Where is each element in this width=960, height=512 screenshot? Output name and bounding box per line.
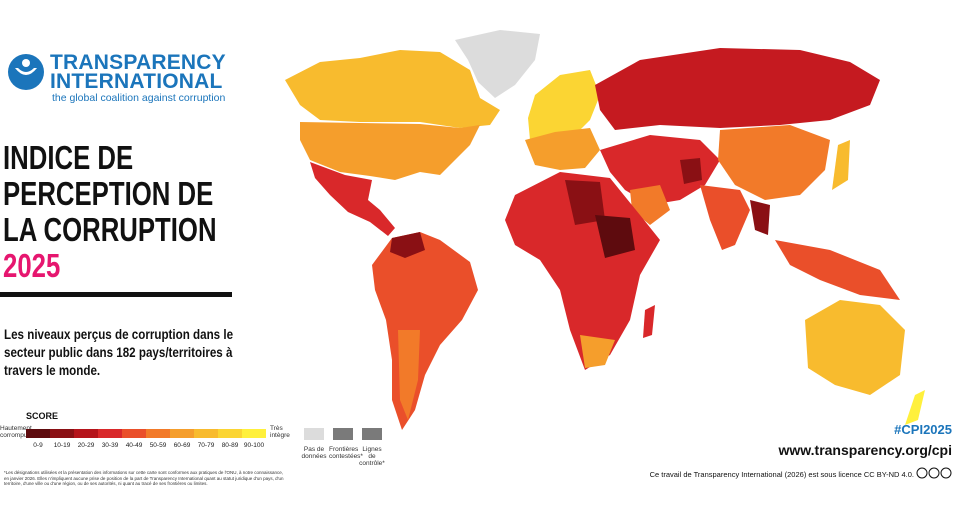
india xyxy=(700,185,750,250)
legend-low-label: Hautement corrompu xyxy=(0,425,32,439)
japan xyxy=(832,140,850,190)
org-name: INTERNATIONAL xyxy=(50,70,223,93)
legend-bin-label: 20-29 xyxy=(77,442,95,449)
legend-bin-label: 70-79 xyxy=(197,442,215,449)
legend-swatch xyxy=(122,429,146,438)
divider xyxy=(0,292,232,297)
southern-africa xyxy=(580,335,615,368)
legend-swatch xyxy=(146,429,170,438)
legend-bin-label: 40-49 xyxy=(125,442,143,449)
myanmar xyxy=(750,200,770,235)
argentina xyxy=(398,330,420,420)
hashtag: #CPI2025 xyxy=(894,422,952,437)
sudan xyxy=(595,215,635,258)
south-america xyxy=(372,232,478,430)
tagline: the global coalition against corruption xyxy=(52,92,226,104)
title-line: LA CORRUPTION xyxy=(3,211,217,248)
legend-high-label: Très intègre xyxy=(270,425,290,439)
title-year: 2025 xyxy=(3,247,61,284)
legend-extra-label: Lignes de contrôle* xyxy=(359,446,385,467)
legend-extra-swatch xyxy=(362,428,382,440)
southeast-asia xyxy=(775,240,900,300)
legend-swatch xyxy=(98,429,122,438)
url: www.transparency.org/cpi xyxy=(778,442,953,458)
org-name: TRANSPARENCY xyxy=(50,51,226,74)
mexico xyxy=(310,162,395,236)
greenland xyxy=(455,30,540,98)
venezuela xyxy=(390,232,425,258)
legend-swatch xyxy=(242,429,266,438)
legend-bin-label: 30-39 xyxy=(101,442,119,449)
afghanistan xyxy=(680,158,702,184)
legend-extra-swatch xyxy=(333,428,353,440)
description: Les niveaux perçus de corruption dans le… xyxy=(4,327,234,378)
europe xyxy=(525,128,600,170)
middle-east xyxy=(600,135,720,205)
logo-icon xyxy=(8,54,44,90)
legend-swatch xyxy=(50,429,74,438)
legend-bin-label: 60-69 xyxy=(173,442,191,449)
nordics-europe xyxy=(528,70,600,150)
legend-swatch xyxy=(218,429,242,438)
cc-icons xyxy=(916,467,952,479)
libya xyxy=(565,180,605,225)
legend-swatch xyxy=(26,429,50,438)
legend-extra-label: Frontières contestées* xyxy=(329,446,363,460)
legend-bin-label: 50-59 xyxy=(149,442,167,449)
china xyxy=(718,125,830,200)
footnote: *Les désignations utilisées et la présen… xyxy=(4,470,284,486)
canada xyxy=(285,50,500,128)
legend-bin-label: 80-89 xyxy=(221,442,239,449)
legend-extra-swatch xyxy=(304,428,324,440)
madagascar xyxy=(643,305,655,338)
legend-swatch xyxy=(74,429,98,438)
legend-bin-label: 0-9 xyxy=(33,442,43,449)
australia xyxy=(805,300,905,395)
new-zealand xyxy=(905,390,925,425)
license: Ce travail de Transparency International… xyxy=(649,470,914,479)
russia xyxy=(595,48,880,130)
legend-swatch xyxy=(194,429,218,438)
legend-bin-label: 90-100 xyxy=(243,442,265,449)
legend-extra-label: Pas de données xyxy=(301,446,327,460)
legend-bin-label: 10-19 xyxy=(53,442,71,449)
usa xyxy=(300,122,480,180)
legend-title: SCORE xyxy=(26,411,59,421)
title-line: INDICE DE xyxy=(3,139,134,176)
title-line: PERCEPTION DE xyxy=(3,175,214,212)
legend-swatch xyxy=(170,429,194,438)
